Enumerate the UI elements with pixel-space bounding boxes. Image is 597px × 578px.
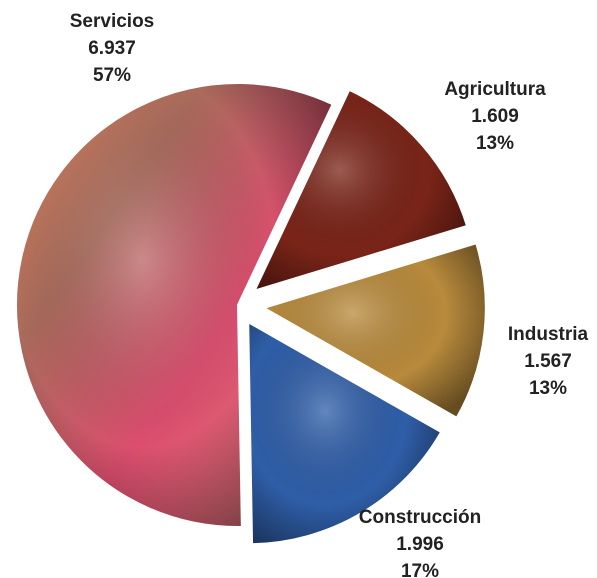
slices [15, 82, 487, 546]
slice-value: 1.567 [524, 351, 572, 372]
slice-name: Industria [508, 324, 589, 345]
slice-shade [247, 320, 443, 546]
slice-name: Construcción [359, 507, 481, 528]
slice-value: 6.937 [88, 38, 136, 59]
labels: Servicios 6.937 57% Agricultura 1.609 13% Indu… [70, 11, 589, 578]
slice-percent: 13% [476, 133, 514, 154]
slice-shade [15, 82, 334, 528]
slice-shade [261, 241, 487, 420]
slice-percent: 17% [401, 561, 439, 578]
slice-percent: 13% [529, 378, 567, 399]
slice-shade [252, 88, 469, 293]
slice-value: 1.609 [471, 106, 519, 127]
slice-percent: 57% [93, 65, 131, 86]
slice-name: Agricultura [444, 79, 546, 100]
slice-name: Servicios [70, 11, 155, 32]
slice-value: 1.996 [396, 534, 444, 555]
